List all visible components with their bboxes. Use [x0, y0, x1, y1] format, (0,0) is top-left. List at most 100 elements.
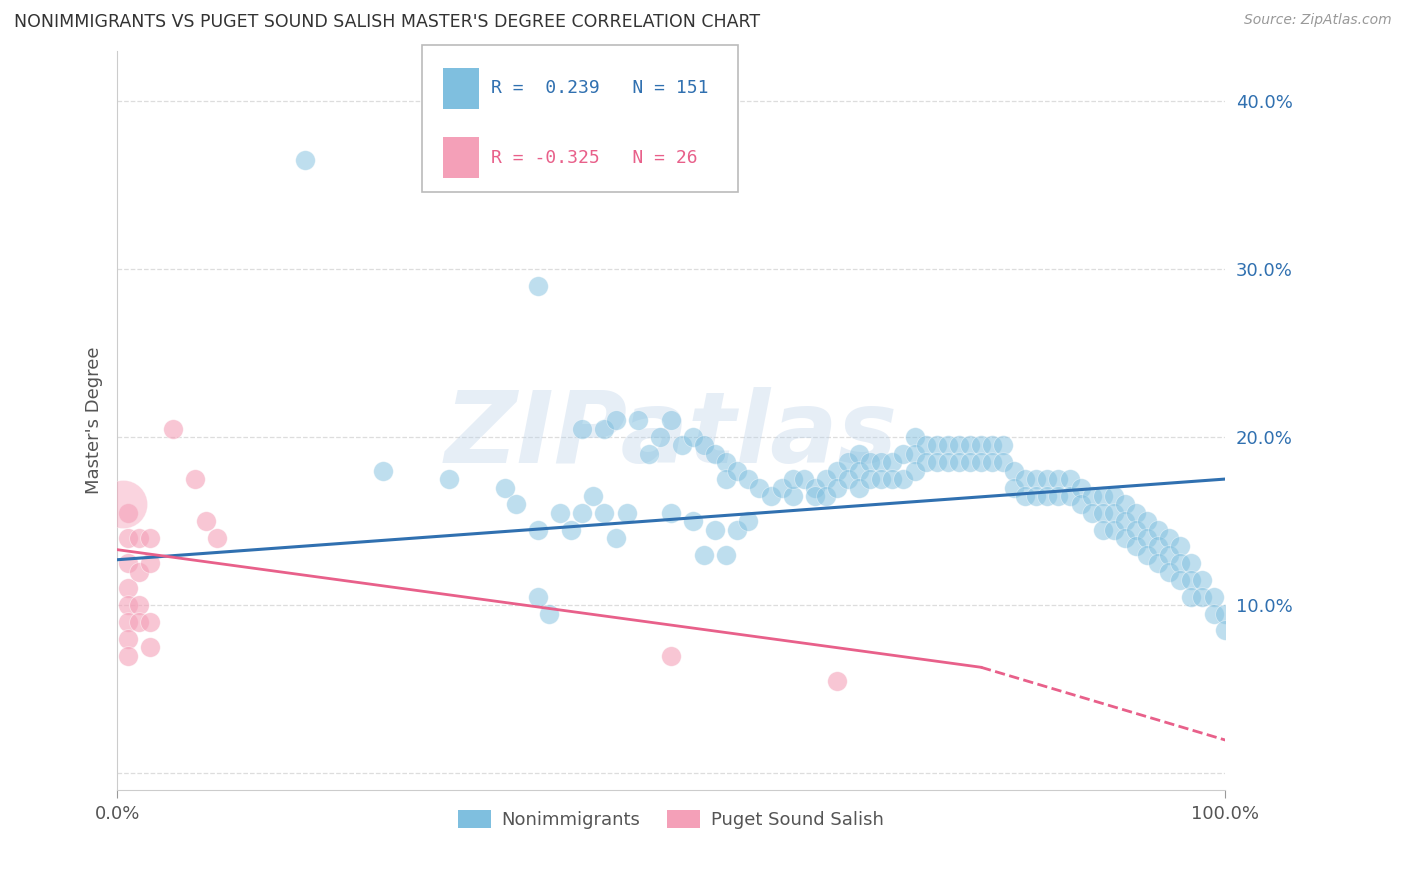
Y-axis label: Master's Degree: Master's Degree: [86, 347, 103, 494]
Point: [1136, 531, 1159, 545]
Point: [725, 523, 748, 537]
Text: NONIMMIGRANTS VS PUGET SOUND SALISH MASTER'S DEGREE CORRELATION CHART: NONIMMIGRANTS VS PUGET SOUND SALISH MAST…: [14, 13, 761, 31]
Point: [1080, 489, 1102, 503]
Point: [117, 598, 139, 612]
Point: [582, 489, 605, 503]
Point: [1070, 497, 1092, 511]
Point: [970, 438, 993, 452]
Point: [371, 464, 394, 478]
Point: [1047, 489, 1070, 503]
Point: [1091, 489, 1114, 503]
Point: [837, 472, 859, 486]
Point: [804, 489, 827, 503]
Point: [560, 523, 582, 537]
Point: [1180, 590, 1202, 604]
Point: [782, 489, 804, 503]
Point: [294, 153, 316, 167]
Point: [1147, 556, 1170, 570]
Point: [1002, 464, 1025, 478]
Point: [925, 438, 948, 452]
Point: [162, 422, 184, 436]
Point: [914, 455, 936, 469]
Point: [128, 531, 150, 545]
Point: [439, 472, 461, 486]
Point: [825, 481, 848, 495]
Point: [837, 455, 859, 469]
Point: [991, 455, 1014, 469]
Point: [981, 455, 1004, 469]
Point: [1147, 523, 1170, 537]
Point: [205, 531, 228, 545]
Point: [848, 464, 870, 478]
Point: [770, 481, 793, 495]
Point: [1136, 514, 1159, 528]
Point: [1202, 590, 1225, 604]
Point: [903, 464, 925, 478]
Point: [704, 447, 727, 461]
Point: [1070, 481, 1092, 495]
Point: [693, 548, 716, 562]
Point: [959, 455, 981, 469]
Point: [704, 523, 727, 537]
Point: [1159, 531, 1181, 545]
Point: [128, 565, 150, 579]
Point: [605, 531, 627, 545]
Point: [527, 523, 550, 537]
Point: [748, 481, 770, 495]
Text: Source: ZipAtlas.com: Source: ZipAtlas.com: [1244, 13, 1392, 28]
Point: [139, 531, 162, 545]
Point: [1025, 489, 1047, 503]
Point: [117, 531, 139, 545]
Point: [882, 472, 904, 486]
Point: [1125, 523, 1147, 537]
Point: [139, 615, 162, 629]
Point: [128, 598, 150, 612]
Point: [1159, 565, 1181, 579]
Point: [793, 472, 815, 486]
Point: [1125, 506, 1147, 520]
Point: [139, 556, 162, 570]
Point: [593, 422, 616, 436]
Point: [527, 279, 550, 293]
Point: [1213, 607, 1236, 621]
Point: [1168, 539, 1191, 553]
Point: [1080, 506, 1102, 520]
Legend: Nonimmigrants, Puget Sound Salish: Nonimmigrants, Puget Sound Salish: [451, 803, 891, 837]
Point: [1180, 573, 1202, 587]
Point: [1091, 506, 1114, 520]
Point: [1168, 556, 1191, 570]
Point: [814, 489, 837, 503]
Point: [936, 438, 959, 452]
Point: [1025, 472, 1047, 486]
Point: [948, 438, 970, 452]
Point: [671, 438, 693, 452]
Point: [759, 489, 782, 503]
Point: [117, 632, 139, 646]
Point: [682, 430, 704, 444]
Point: [948, 455, 970, 469]
Point: [1168, 573, 1191, 587]
Point: [882, 455, 904, 469]
Point: [870, 472, 893, 486]
Point: [1114, 514, 1136, 528]
Point: [111, 497, 134, 511]
Point: [870, 455, 893, 469]
Point: [1014, 489, 1036, 503]
Point: [1202, 607, 1225, 621]
Point: [527, 590, 550, 604]
Point: [925, 455, 948, 469]
Point: [716, 455, 738, 469]
Point: [117, 582, 139, 596]
Point: [893, 472, 915, 486]
Point: [725, 464, 748, 478]
Point: [804, 481, 827, 495]
Point: [859, 472, 882, 486]
Point: [716, 472, 738, 486]
Point: [981, 438, 1004, 452]
Point: [1102, 489, 1125, 503]
Point: [538, 607, 561, 621]
Point: [627, 413, 650, 427]
Point: [693, 438, 716, 452]
Point: [848, 447, 870, 461]
Point: [117, 615, 139, 629]
